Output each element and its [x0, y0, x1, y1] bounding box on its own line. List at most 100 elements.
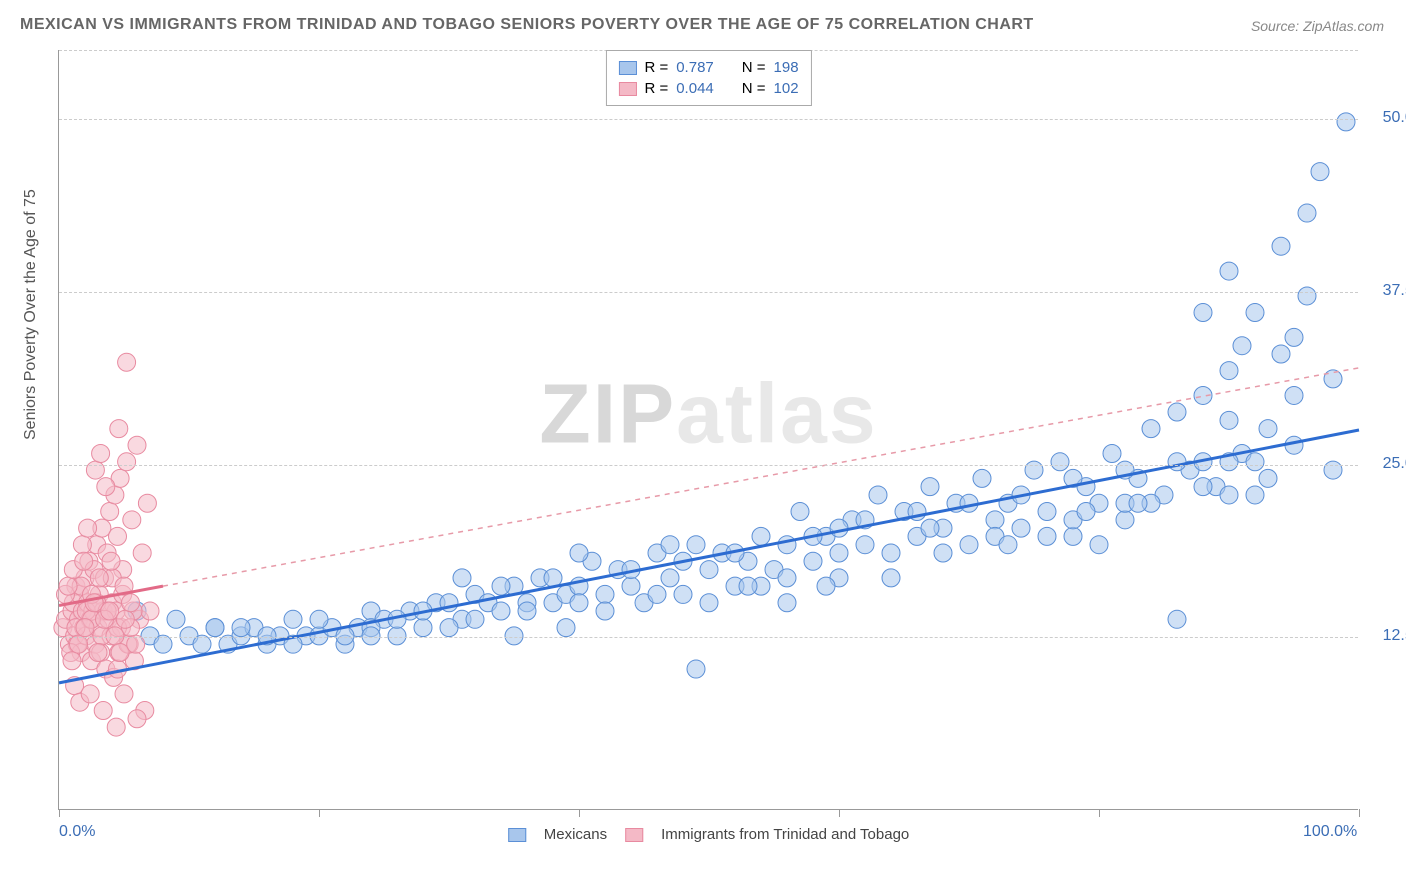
data-point — [1246, 453, 1264, 471]
data-point — [921, 519, 939, 537]
data-point — [116, 610, 134, 628]
data-point — [934, 544, 952, 562]
data-point — [1168, 403, 1186, 421]
data-point — [97, 478, 115, 496]
x-tick — [839, 809, 840, 817]
y-tick-label: 25.0% — [1368, 455, 1406, 473]
data-point — [232, 619, 250, 637]
data-point — [830, 519, 848, 537]
data-point — [700, 561, 718, 579]
data-point — [109, 527, 127, 545]
data-point — [622, 577, 640, 595]
data-point — [661, 569, 679, 587]
data-point — [110, 420, 128, 438]
data-point — [310, 610, 328, 628]
data-point — [1194, 478, 1212, 496]
gridline-h — [59, 292, 1358, 293]
x-tick — [319, 809, 320, 817]
data-point — [102, 552, 120, 570]
data-point — [1233, 337, 1251, 355]
data-point — [1285, 328, 1303, 346]
data-point — [167, 610, 185, 628]
data-point — [115, 685, 133, 703]
data-point — [107, 718, 125, 736]
data-point — [1298, 204, 1316, 222]
data-point — [687, 536, 705, 554]
data-point — [856, 536, 874, 554]
data-point — [122, 594, 140, 612]
legend-row-trinidad: R = 0.044 N = 102 — [618, 78, 798, 99]
data-point — [505, 627, 523, 645]
data-point — [92, 444, 110, 462]
data-point — [206, 619, 224, 637]
data-point — [141, 602, 159, 620]
n-label: N = — [742, 78, 766, 99]
r-label: R = — [644, 57, 668, 78]
data-point — [106, 627, 124, 645]
data-point — [440, 619, 458, 637]
chart-title: MEXICAN VS IMMIGRANTS FROM TRINIDAD AND … — [20, 16, 1034, 34]
data-point — [518, 602, 536, 620]
data-point — [661, 536, 679, 554]
data-point — [1285, 386, 1303, 404]
data-point — [921, 478, 939, 496]
data-point — [1168, 610, 1186, 628]
data-point — [138, 494, 156, 512]
x-tick — [59, 809, 60, 817]
data-point — [73, 536, 91, 554]
gridline-h — [59, 465, 1358, 466]
data-point — [687, 660, 705, 678]
data-point — [1038, 527, 1056, 545]
data-point — [1064, 527, 1082, 545]
legend-label-b: Immigrants from Trinidad and Tobago — [661, 826, 909, 843]
data-point — [128, 436, 146, 454]
data-point — [76, 619, 94, 637]
data-point — [89, 643, 107, 661]
data-point — [817, 577, 835, 595]
series-legend: Mexicans Immigrants from Trinidad and To… — [508, 826, 910, 843]
data-point — [1077, 503, 1095, 521]
data-point — [648, 585, 666, 603]
data-point — [804, 552, 822, 570]
data-point — [778, 569, 796, 587]
x-tick — [579, 809, 580, 817]
data-point — [999, 536, 1017, 554]
data-point — [362, 627, 380, 645]
y-tick-label: 50.0% — [1368, 109, 1406, 127]
data-point — [1298, 287, 1316, 305]
n-value-b: 102 — [774, 78, 799, 99]
data-point — [101, 503, 119, 521]
scatter-chart — [59, 50, 1358, 809]
data-point — [570, 544, 588, 562]
legend-label-a: Mexicans — [544, 826, 607, 843]
data-point — [882, 544, 900, 562]
data-point — [1220, 262, 1238, 280]
r-value-a: 0.787 — [676, 57, 714, 78]
correlation-legend: R = 0.787 N = 198 R = 0.044 N = 102 — [605, 50, 811, 106]
data-point — [869, 486, 887, 504]
data-point — [118, 353, 136, 371]
data-point — [1051, 453, 1069, 471]
trend-line-ext — [163, 368, 1359, 586]
data-point — [960, 536, 978, 554]
data-point — [1246, 304, 1264, 322]
data-point — [1337, 113, 1355, 131]
data-point — [596, 585, 614, 603]
data-point — [1090, 536, 1108, 554]
data-point — [75, 552, 93, 570]
data-point — [596, 602, 614, 620]
n-value-a: 198 — [774, 57, 799, 78]
data-point — [1272, 237, 1290, 255]
data-point — [101, 602, 119, 620]
data-point — [466, 610, 484, 628]
data-point — [63, 652, 81, 670]
data-point — [284, 610, 302, 628]
data-point — [570, 594, 588, 612]
data-point — [90, 569, 108, 587]
gridline-h — [59, 119, 1358, 120]
swatch-pink — [618, 82, 636, 96]
data-point — [1142, 420, 1160, 438]
data-point — [791, 503, 809, 521]
data-point — [81, 685, 99, 703]
x-tick — [1099, 809, 1100, 817]
